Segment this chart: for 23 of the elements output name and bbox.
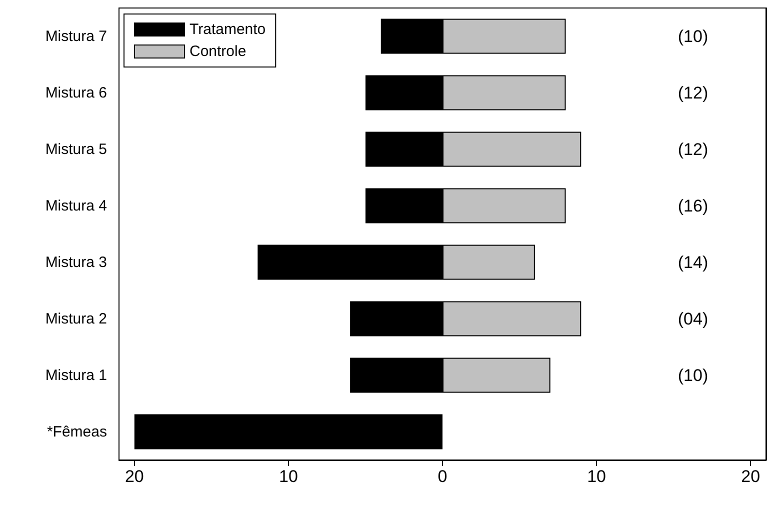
annotation: (12)	[678, 83, 708, 102]
annotation: (12)	[678, 140, 708, 159]
x-tick-label: 10	[278, 467, 298, 486]
x-tick-label: 0	[438, 467, 448, 486]
legend-label: Tratamento	[190, 21, 266, 38]
annotation: (16)	[678, 196, 708, 216]
y-tick-label: *Fêmeas	[46, 423, 107, 440]
legend-label: Controle	[190, 43, 246, 60]
y-tick-label: Mistura 4	[45, 197, 107, 214]
y-tick-label: Mistura 6	[45, 84, 107, 102]
y-tick-label: Mistura 7	[45, 28, 107, 45]
bar	[134, 414, 442, 450]
y-tick-label: Mistura 5	[45, 140, 107, 158]
annotation: (14)	[678, 252, 708, 272]
annotation: (04)	[678, 309, 708, 328]
x-tick-label: 20	[124, 467, 144, 486]
x-tick-label: 20	[741, 467, 760, 486]
annotation: (10)	[678, 26, 708, 46]
annotation: (10)	[678, 366, 708, 385]
y-tick-label: Mistura 3	[45, 254, 107, 271]
y-tick-label: Mistura 2	[45, 310, 107, 328]
y-tick-label: Mistura 1	[45, 366, 107, 384]
x-tick-label: 10	[587, 467, 606, 486]
